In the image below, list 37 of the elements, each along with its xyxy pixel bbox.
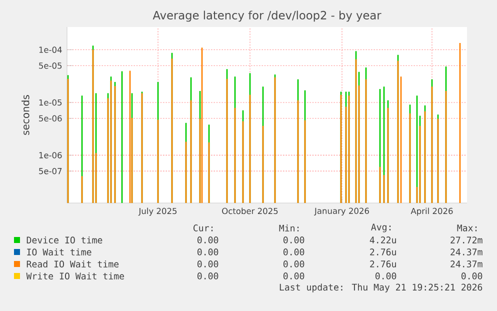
y-tick-label: 1e-04 — [39, 46, 62, 53]
text: 0.00 — [461, 272, 482, 280]
x-tick-label: January 2026 — [314, 208, 369, 216]
legend-label: Device IO time — [26, 236, 102, 244]
chart-title: Average latency for /dev/loop2 - by year — [152, 10, 382, 22]
text: 0.00 — [197, 260, 218, 268]
text: 0.00 — [375, 272, 396, 280]
y-tick-label: 1e-06 — [39, 152, 62, 158]
y-tick-label: 1e-05 — [39, 99, 62, 106]
y-tick-label: 5e-06 — [39, 115, 62, 122]
text: Avg: — [371, 224, 391, 232]
text: 0.00 — [197, 236, 218, 244]
text: 0.00 — [197, 272, 218, 280]
text: Max: — [457, 224, 477, 232]
text: 2.76u — [370, 260, 396, 268]
text: 27.72m — [450, 236, 482, 244]
text: 0.00 — [283, 272, 304, 280]
legend-label: Write IO Wait time — [26, 272, 124, 280]
y-axis-title: seconds — [22, 95, 30, 135]
text: 2.76u — [370, 248, 396, 256]
text: Last update: Thu May 21 19:25:21 2026 — [280, 284, 482, 292]
legend-label: Read IO Wait time — [26, 260, 119, 268]
text: 0.00 — [197, 248, 218, 256]
text: 24.37m — [450, 260, 482, 268]
text: 0.00 — [283, 260, 304, 268]
text: 0.00 — [283, 248, 304, 256]
text: Cur: — [194, 224, 213, 232]
text: 4.22u — [370, 236, 396, 244]
text: 0.00 — [283, 236, 304, 244]
y-tick-label: 5e-07 — [39, 168, 62, 174]
x-tick-label: April 2026 — [410, 208, 453, 216]
y-tick-label: 5e-05 — [39, 62, 62, 69]
x-tick-label: October 2025 — [222, 208, 278, 214]
x-tick-label: July 2025 — [138, 208, 177, 216]
text: Min: — [279, 224, 299, 232]
legend-label: IO Wait time — [27, 248, 92, 256]
text: 24.37m — [450, 248, 482, 256]
